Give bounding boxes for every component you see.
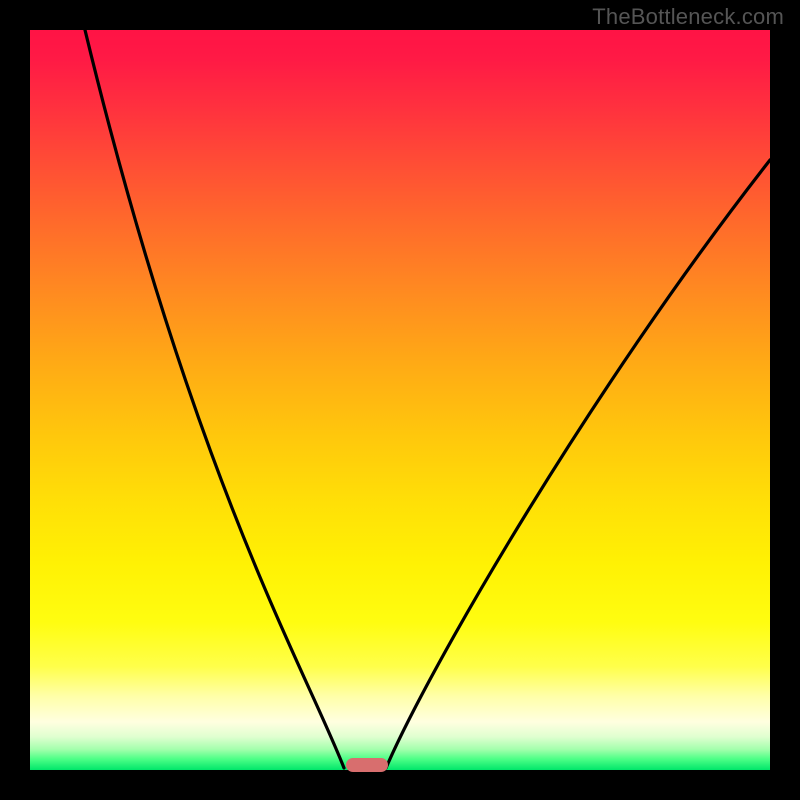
bottleneck-curves [30, 30, 770, 770]
curve-right [386, 160, 770, 768]
chart-frame: TheBottleneck.com [0, 0, 800, 800]
plot-area [30, 30, 770, 770]
minimum-marker [346, 758, 388, 772]
curve-left [85, 30, 344, 768]
watermark-text: TheBottleneck.com [592, 4, 784, 30]
